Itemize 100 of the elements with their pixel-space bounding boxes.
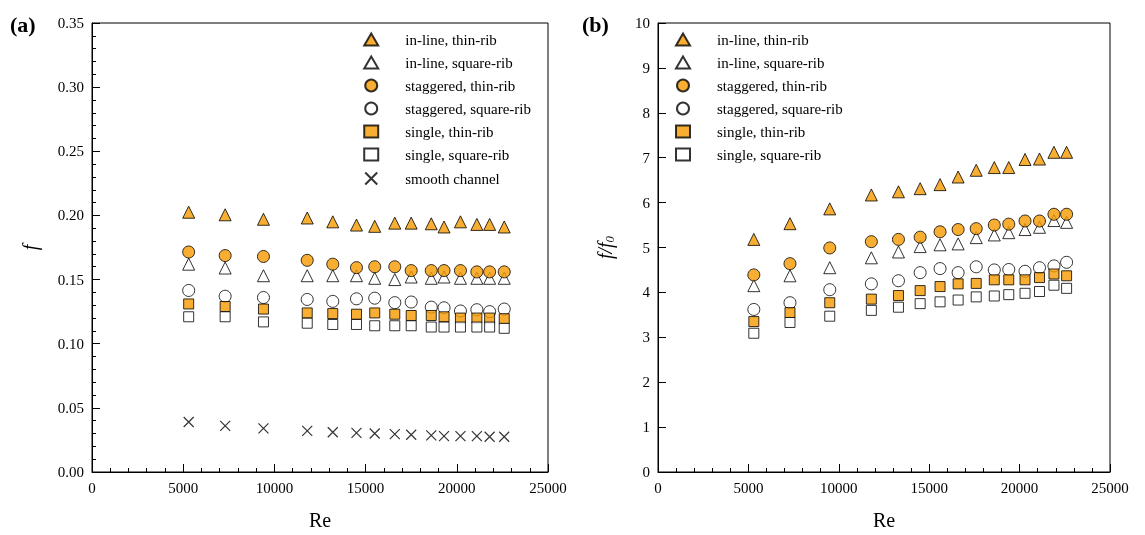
point [257,303,269,315]
point [1033,214,1046,228]
y-tick-label: 2 [642,374,650,391]
point [747,279,761,293]
point [748,316,760,328]
point [327,318,339,330]
point [891,245,905,259]
point [823,241,837,255]
chart-title: (b) [582,11,609,37]
point [218,289,232,303]
point [747,268,761,282]
point [389,308,401,320]
point [1047,207,1061,221]
point [823,261,837,275]
point [470,265,484,279]
point [913,182,927,196]
point [864,251,878,265]
legend-label: in-line, thin-rib [405,31,497,48]
y-tick-label: 0.30 [57,79,84,96]
legend-label: in-line, square-rib [717,54,825,71]
x-tick-label: 15000 [346,479,385,496]
point [300,253,314,267]
point [327,426,339,438]
point [1032,152,1046,166]
point [349,218,363,232]
point [369,320,381,332]
chart-title: (a) [10,11,36,37]
point [891,185,905,199]
legend-label: staggered, thin-rib [405,77,516,94]
point [349,261,363,275]
legend-label: staggered, square-rib [717,100,843,117]
x-axis-title: Re [308,509,332,531]
y-tick-label: 0.35 [57,15,84,31]
point [219,311,231,323]
point [218,249,232,263]
point [301,425,313,437]
point [368,260,382,274]
y-tick-label: 0.00 [57,464,84,480]
point [933,225,947,239]
y-tick-label: 0.20 [57,207,84,224]
legend-label: in-line, square-rib [405,54,513,71]
x-tick-label: 15000 [910,479,948,496]
point [183,298,195,310]
point [1060,207,1074,221]
point [823,202,837,216]
point [182,245,196,259]
legend-label: single, thin-rib [717,123,806,140]
y-tick-label: 5 [642,239,650,256]
point [951,237,965,251]
x-tick-label: 0 [88,479,96,496]
point [470,217,484,231]
point [913,230,927,244]
x-tick-label: 20000 [1000,479,1039,496]
point [824,297,836,309]
point [864,235,878,249]
y-tick-label: 10 [635,15,650,31]
point [498,322,510,334]
point [183,311,195,323]
point [934,281,946,293]
point [326,294,340,308]
point [389,320,401,332]
point [483,265,497,279]
point [784,307,796,319]
point [1003,289,1015,301]
point [256,212,270,226]
point [952,278,964,290]
point [404,295,418,309]
y-tick-label: 0.10 [57,335,84,352]
point [256,269,270,283]
point [369,307,381,319]
point [218,208,232,222]
point [300,211,314,225]
point [970,291,982,303]
point [256,291,270,305]
point [326,257,340,271]
point [987,228,1001,242]
point [914,298,926,310]
point [257,422,270,434]
point [327,308,339,320]
point [1061,282,1073,294]
point [389,428,401,440]
point [933,238,947,252]
point [218,261,232,275]
point [425,429,437,442]
point [405,320,417,332]
point [498,431,510,443]
point [368,291,382,305]
point [256,249,270,263]
y-tick-label: 0.05 [57,399,84,416]
point [865,304,877,316]
point [970,277,982,289]
point [1060,145,1074,159]
y-tick-label: 0.15 [57,271,84,288]
legend-label: staggered, square-rib [405,100,531,117]
point [471,430,483,442]
point [438,430,450,442]
point [1060,255,1074,269]
point [326,269,340,283]
point [892,290,904,302]
legend-label: single, square-rib [405,146,510,163]
